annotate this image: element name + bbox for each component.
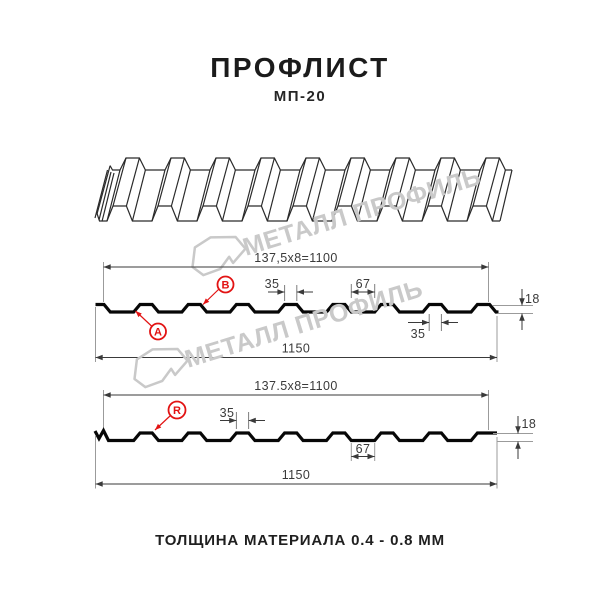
dim-flat-front: 67: [356, 277, 371, 291]
label-a-text: A: [154, 327, 162, 339]
dim-rib-top-front: 35: [265, 277, 280, 291]
metal-profile-logo: [191, 235, 247, 277]
dim-height-front: 18: [525, 292, 540, 306]
dim-rib-top-reverse: 35: [220, 406, 235, 420]
dim-formula-reverse: 137.5x8=1100: [254, 379, 337, 393]
label-b-text: B: [222, 280, 230, 292]
label-r-marker: R: [154, 400, 187, 431]
sheet-left-cut-hatch: [94, 165, 115, 222]
dim-overall-reverse: 1150: [282, 468, 310, 482]
material-thickness-note: ТОЛЩИНА МАТЕРИАЛА 0.4 - 0.8 ММ: [155, 532, 445, 549]
profile-section-front: 137,5x8=1100 35 67 18 35: [95, 251, 540, 362]
dim-overall-front: 1150: [282, 342, 310, 356]
dim-height-reverse: 18: [522, 417, 537, 431]
watermark-text: МЕТАЛЛ ПРОФИЛЬ: [240, 163, 485, 262]
dim-flat-reverse: 67: [356, 442, 371, 456]
sheet-3d-view: [94, 157, 513, 222]
page-title: ПРОФЛИСТ: [210, 52, 390, 83]
profile-outline-front: [95, 302, 499, 314]
page-subtitle: МП-20: [273, 88, 327, 105]
label-b-marker: B: [202, 275, 235, 305]
dim-formula-front: 137,5x8=1100: [254, 251, 337, 265]
dim-rib-top-lower-front: 35: [411, 327, 426, 341]
sheet-right-cut-edge: [499, 169, 513, 222]
metal-profile-logo: [133, 347, 189, 389]
profile-outline-reverse: [93, 427, 497, 443]
label-r-text: R: [173, 405, 181, 417]
label-a-marker: A: [135, 310, 167, 341]
profile-section-reverse: 137.5x8=1100 R 35 67 18: [93, 379, 537, 489]
